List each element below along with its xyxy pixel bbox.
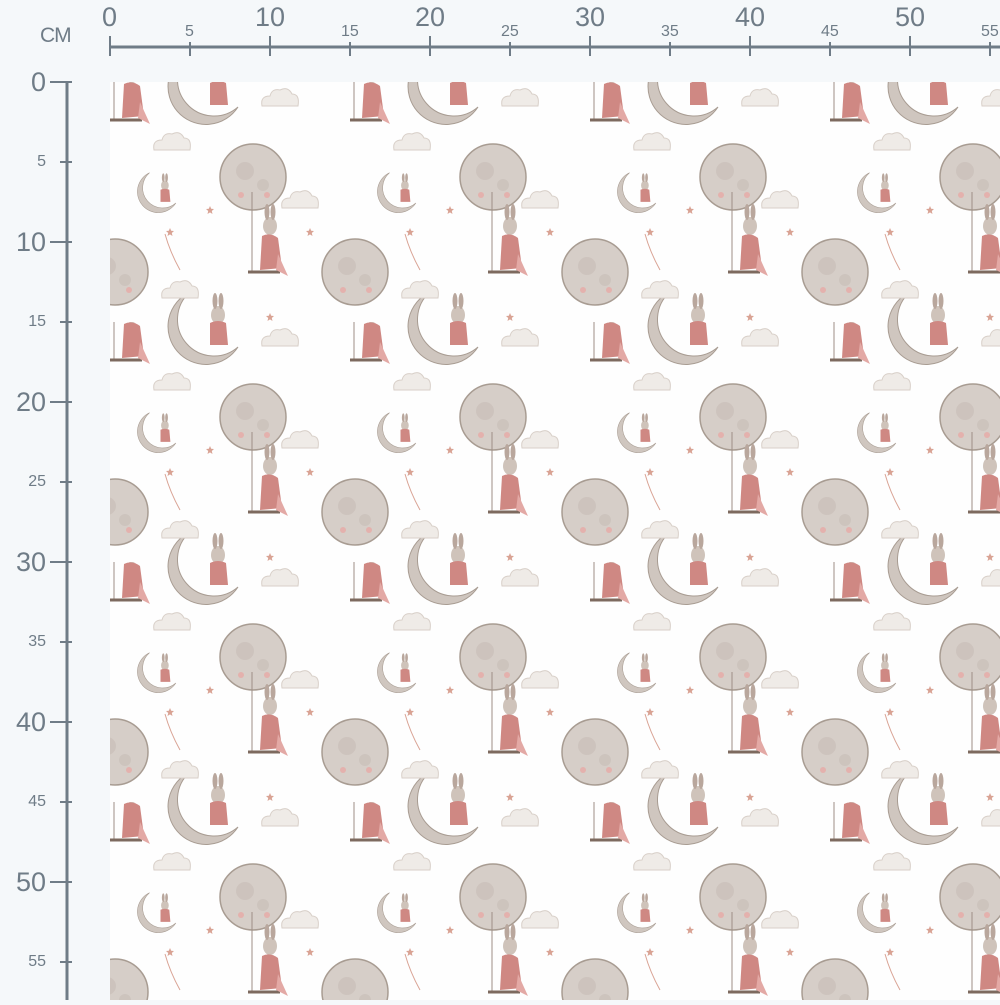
ruler-label: 0 [102,2,118,32]
ruler-label: 10 [15,227,46,257]
ruler-label: 10 [255,2,286,32]
ruler-label: 55 [981,23,999,40]
ruler-label: 15 [28,313,46,330]
unit-label: CM [40,24,72,47]
horizontal-ruler [109,36,1000,56]
fabric-preview [110,82,1000,1000]
ruler-label: 5 [37,153,46,170]
ruler-label: 20 [15,387,46,417]
ruler-label: 35 [28,633,46,650]
ruler-label: 50 [15,867,46,897]
ruler-label: 45 [28,793,46,810]
fabric-pattern [110,82,1000,1000]
ruler-label: 0 [30,67,46,97]
ruler-label: 40 [735,2,766,32]
ruler-label: 55 [28,953,46,970]
ruler-label: 5 [185,23,194,40]
ruler-label: 30 [15,547,46,577]
ruler-label: 35 [661,23,679,40]
ruler-label: 20 [415,2,446,32]
vertical-ruler [50,81,72,1000]
ruler-label: 25 [501,23,519,40]
ruler-label: 50 [895,2,926,32]
ruler-label: 40 [15,707,46,737]
ruler-label: 15 [341,23,359,40]
ruler-label: 25 [28,473,46,490]
ruler-label: 30 [575,2,606,32]
ruler-label: 45 [821,23,839,40]
